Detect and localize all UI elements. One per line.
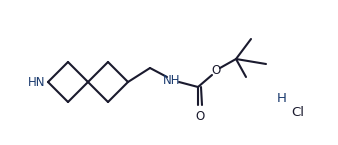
Text: Cl: Cl [291,106,305,118]
Text: HN: HN [27,76,45,88]
Text: H: H [277,91,287,105]
Text: O: O [211,65,221,77]
Text: NH: NH [163,74,181,87]
Text: O: O [195,110,204,123]
